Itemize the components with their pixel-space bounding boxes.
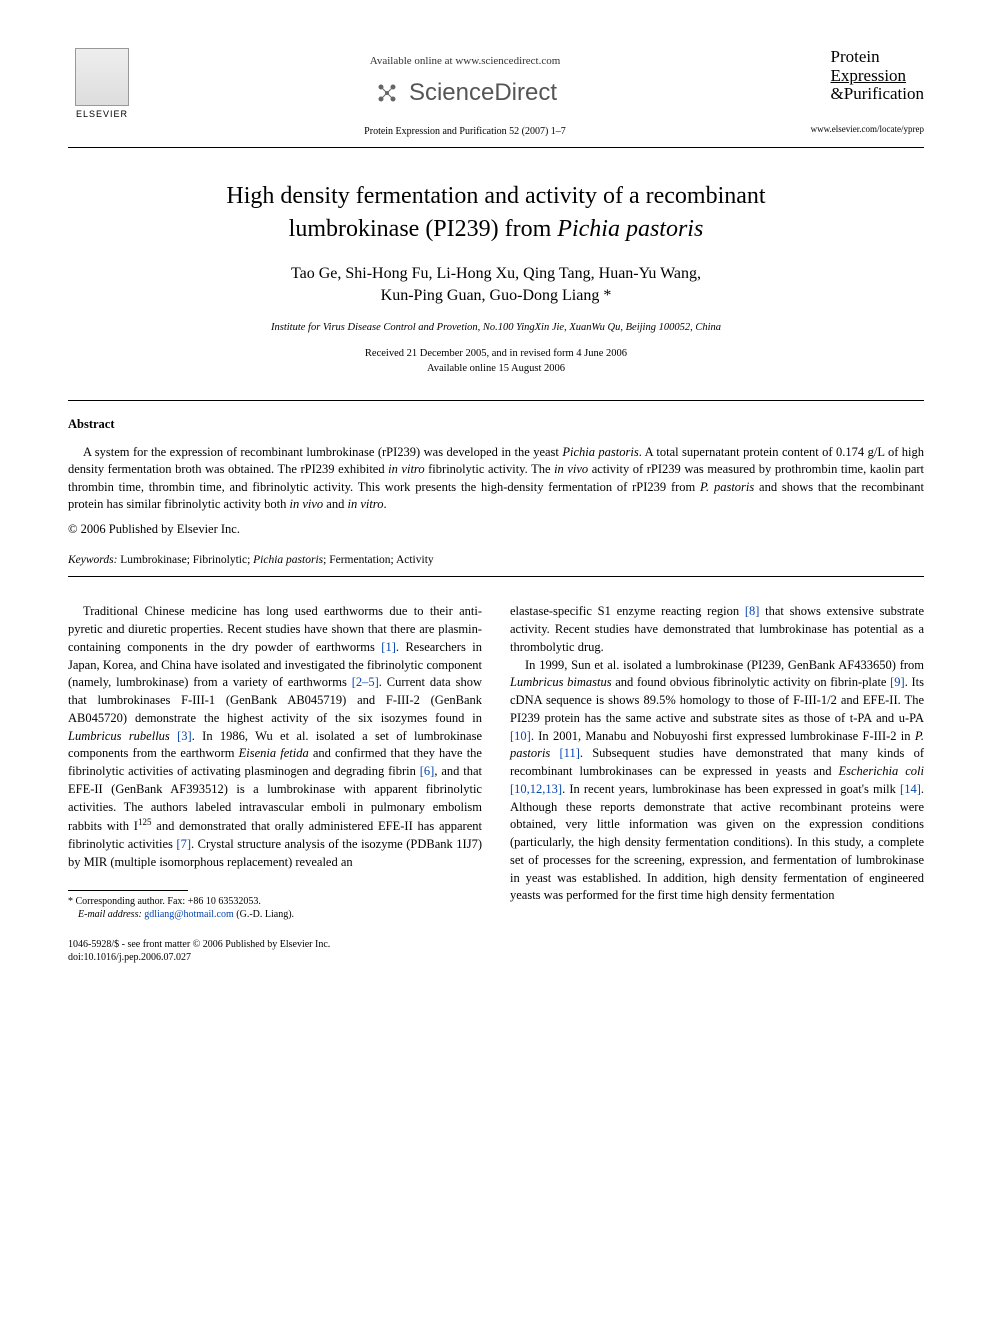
elsevier-logo: ELSEVIER	[68, 48, 136, 121]
citation-link[interactable]: [10]	[510, 729, 531, 743]
citation-link[interactable]: [7]	[176, 837, 191, 851]
article-title: High density fermentation and activity o…	[108, 180, 884, 245]
column-left: Traditional Chinese medicine has long us…	[68, 603, 482, 964]
affiliation: Institute for Virus Disease Control and …	[68, 320, 924, 335]
citation-link[interactable]: [11]	[560, 746, 580, 760]
citation-link[interactable]: [9]	[890, 675, 905, 689]
citation-link[interactable]: [3]	[177, 729, 192, 743]
citation-link[interactable]: [8]	[745, 604, 760, 618]
email-link[interactable]: gdliang@hotmail.com	[144, 909, 233, 920]
body-paragraph: elastase-specific S1 enzyme reacting reg…	[510, 603, 924, 656]
corresponding-author: * Corresponding author. Fax: +86 10 6353…	[68, 895, 482, 909]
copyright-line: © 2006 Published by Elsevier Inc.	[68, 520, 924, 538]
center-header: Available online at www.sciencedirect.co…	[136, 48, 794, 139]
elsevier-label: ELSEVIER	[76, 108, 128, 121]
citation-link[interactable]: [14]	[900, 782, 921, 796]
journal-box: Protein Expression &Purification www.els…	[794, 48, 924, 136]
footnote-rule	[68, 890, 188, 891]
abstract-body: A system for the expression of recombina…	[68, 444, 924, 514]
footer-meta: 1046-5928/$ - see front matter © 2006 Pu…	[68, 938, 482, 965]
abstract-heading: Abstract	[68, 415, 924, 433]
available-online-text: Available online at www.sciencedirect.co…	[136, 54, 794, 70]
abstract-bottom-rule	[68, 576, 924, 577]
header-rule	[68, 147, 924, 148]
column-right: elastase-specific S1 enzyme reacting reg…	[510, 603, 924, 964]
journal-url: www.elsevier.com/locate/yprep	[794, 123, 924, 136]
journal-name: Protein Expression &Purification	[831, 48, 924, 104]
email-line: E-mail address: gdliang@hotmail.com (G.-…	[68, 908, 482, 922]
body-columns: Traditional Chinese medicine has long us…	[68, 603, 924, 964]
citation-link[interactable]: [2–5]	[352, 675, 379, 689]
body-paragraph: Traditional Chinese medicine has long us…	[68, 603, 482, 871]
elsevier-tree-icon	[75, 48, 129, 106]
footnotes: * Corresponding author. Fax: +86 10 6353…	[68, 895, 482, 922]
citation-link[interactable]: [1]	[381, 640, 396, 654]
authors: Tao Ge, Shi-Hong Fu, Li-Hong Xu, Qing Ta…	[68, 263, 924, 308]
body-paragraph: In 1999, Sun et al. isolated a lumbrokin…	[510, 657, 924, 906]
sciencedirect-icon	[373, 79, 401, 107]
sciencedirect-brand: ScienceDirect	[136, 76, 794, 111]
citation-link[interactable]: [10,12,13]	[510, 782, 562, 796]
sciencedirect-label: ScienceDirect	[409, 76, 557, 111]
citation-link[interactable]: [6]	[420, 764, 435, 778]
keywords: Keywords: Lumbrokinase; Fibrinolytic; Pi…	[68, 552, 924, 569]
page-header: ELSEVIER Available online at www.science…	[68, 48, 924, 139]
article-dates: Received 21 December 2005, and in revise…	[68, 347, 924, 376]
abstract-top-rule	[68, 400, 924, 401]
journal-reference: Protein Expression and Purification 52 (…	[136, 125, 794, 140]
